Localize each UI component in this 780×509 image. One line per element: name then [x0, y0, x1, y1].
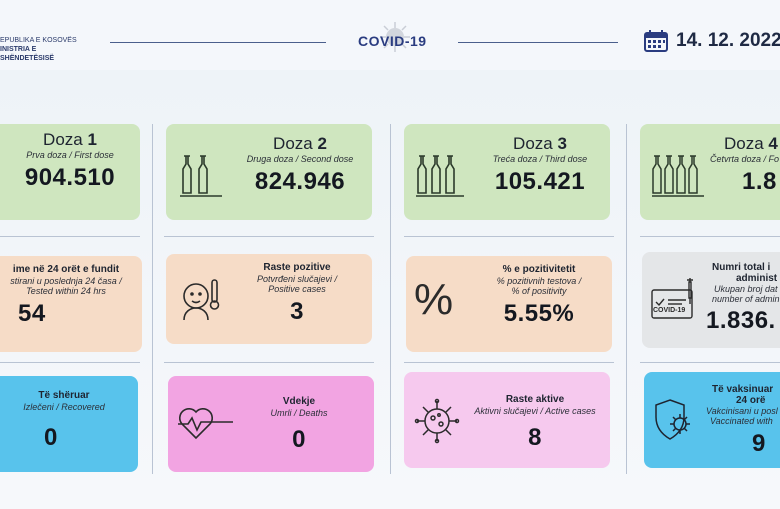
vaccinated-24h-title-2: 24 orë [736, 395, 766, 406]
tested-value: 54 [18, 300, 46, 327]
dose-3-card: Doza 3 Treća doza / Third dose 105.421 [404, 124, 610, 220]
header-line-right [458, 42, 618, 43]
column-divider [626, 124, 627, 474]
dose-4-card: Doza 4 Četvrta doza / Fo 1.8 [640, 124, 780, 220]
vaccinated-24h-card: Të vaksinuar 24 orë Vakcinisani u posl V… [644, 372, 780, 468]
total-administered-sub-2: number of admin [712, 294, 780, 304]
row-divider [404, 362, 614, 363]
active-cases-value: 8 [528, 424, 542, 451]
logo-line-2: INISTRIA E SHËNDETËSISË [0, 46, 55, 62]
deaths-title: Vdekje [282, 396, 316, 407]
positivity-card: % % e pozitivitetit % pozitivnih testova… [406, 256, 612, 352]
positive-cases-sub-1: Potvrđeni slučajevi / [256, 274, 338, 284]
total-administered-value: 1.836. [706, 307, 776, 334]
recovered-sub: Izlečeni / Recovered [23, 402, 105, 412]
active-cases-card: Raste aktive Aktivni slučajevi / Active … [404, 372, 610, 468]
tested-card: ime në 24 orët e fundit stirani u posled… [0, 256, 142, 352]
positivity-title: % e pozitivitetit [502, 264, 576, 275]
row-divider [640, 236, 780, 237]
deaths-value: 0 [292, 426, 306, 453]
shield-virus-icon [655, 399, 690, 440]
vaccinated-24h-sub-2: Vaccinated with [710, 416, 773, 426]
vaccinated-24h-value: 9 [752, 430, 766, 457]
dose-2-number: 2 [317, 134, 327, 153]
thermometer-person-icon [183, 279, 220, 321]
positivity-value: 5.55% [503, 300, 575, 327]
dose-1-value: 904.510 [24, 164, 116, 191]
calendar-icon [644, 30, 668, 52]
total-administered-card: COVID-19 Numri total i administ Ukupan b… [642, 252, 780, 348]
vials-icon [180, 155, 222, 197]
dose-4-value: 1.8 [742, 168, 777, 195]
row-divider [640, 362, 780, 363]
heartbeat-icon [178, 408, 233, 440]
deaths-card: Vdekje Umrli / Deaths 0 [168, 376, 374, 472]
page-title: COVID-19 [358, 33, 427, 49]
row-divider [164, 362, 374, 363]
tested-title: ime në 24 orët e fundit [12, 264, 120, 275]
active-cases-title: Raste aktive [505, 394, 565, 405]
date-block: 14. 12. 2022 [644, 30, 780, 52]
vaccinated-24h-title-1: Të vaksinuar [712, 384, 774, 395]
column-divider [152, 124, 153, 474]
positivity-sub-1: % pozitivnih testova / [496, 276, 582, 286]
vaccine-card-icon [651, 278, 693, 319]
dose-1-card: Doza 1 Prva doza / First dose 904.510 [0, 124, 140, 220]
dose-3-value: 105.421 [494, 168, 586, 195]
virus-icon [380, 22, 410, 52]
dose-1-sub: Prva doza / First dose [26, 150, 114, 160]
column-divider [390, 124, 391, 474]
percent-icon: % [414, 275, 454, 324]
row-divider [404, 236, 614, 237]
active-cases-sub: Aktivni slučajevi / Active cases [474, 406, 596, 416]
dose-4-label: Doza [724, 134, 764, 153]
dose-2-value: 824.946 [254, 168, 346, 195]
header-line-left [110, 42, 326, 43]
positive-cases-value: 3 [290, 298, 304, 325]
dose-3-sub: Treća doza / Third dose [492, 154, 588, 164]
dose-1-label: Doza [43, 130, 83, 149]
recovered-value: 0 [44, 424, 58, 451]
total-administered-title-2: administ [736, 273, 778, 284]
dose-1-number: 1 [87, 130, 97, 149]
vials-icon [416, 155, 464, 197]
vaccinated-24h-sub-1: Vakcinisani u posl [706, 406, 778, 416]
row-divider [164, 236, 374, 237]
tested-sub-1: stirani u poslednja 24 časa / [10, 276, 122, 286]
positive-cases-title: Raste pozitive [263, 262, 331, 273]
recovered-card: Të shëruar Izlečeni / Recovered 0 [0, 376, 138, 472]
dose-3-label: Doza [513, 134, 553, 153]
positivity-sub-2: % of positivity [511, 286, 567, 296]
dose-2-card: Doza 2 Druga doza / Second dose 824.946 [166, 124, 372, 220]
vials-icon [652, 155, 704, 197]
total-administered-sub-1: Ukupan broj dat [714, 284, 778, 294]
dose-2-sub: Druga doza / Second dose [246, 154, 354, 164]
total-administered-title-1: Numri total i [712, 262, 771, 273]
tested-sub-2: Tested within 24 hrs [26, 286, 106, 296]
recovered-title: Të shëruar [38, 390, 90, 401]
ministry-logo: EPUBLIKA E KOSOVËS INISTRIA E SHËNDETËSI… [0, 36, 90, 63]
row-divider [0, 362, 140, 363]
logo-line-1: EPUBLIKA E KOSOVËS [0, 37, 77, 44]
deaths-sub: Umrli / Deaths [270, 408, 328, 418]
dose-3-number: 3 [557, 134, 567, 153]
dose-4-number: 4 [768, 134, 778, 153]
virus-icon [414, 398, 460, 444]
dose-2-label: Doza [273, 134, 313, 153]
positive-cases-sub-2: Positive cases [268, 284, 326, 294]
positive-cases-card: Raste pozitive Potvrđeni slučajevi / Pos… [166, 254, 372, 344]
covid-card-label: COVID-19 [653, 307, 686, 314]
dose-4-sub: Četvrta doza / Fo [710, 154, 780, 164]
row-divider [0, 236, 140, 237]
report-date: 14. 12. 2022 [676, 30, 780, 51]
